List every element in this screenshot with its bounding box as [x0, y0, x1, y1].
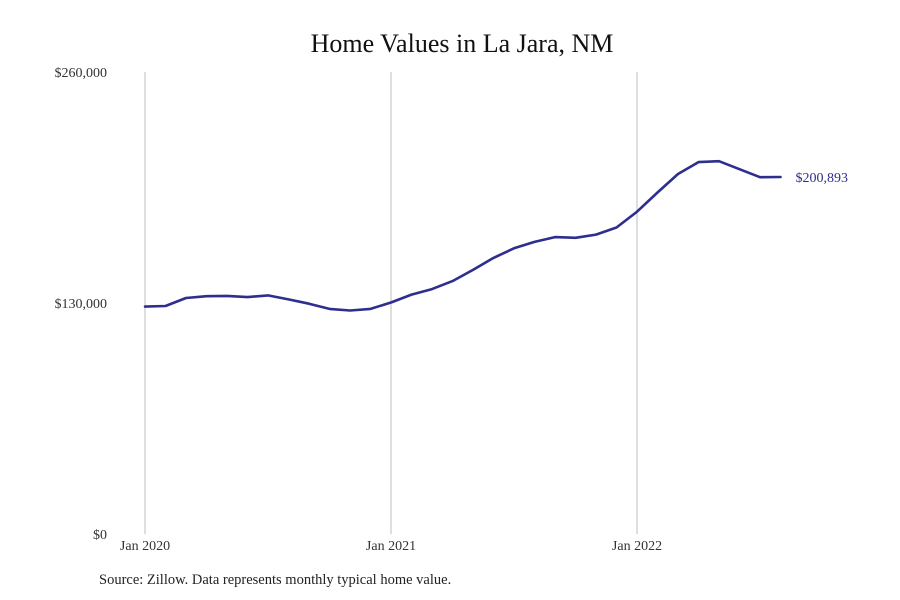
series-line: [143, 159, 782, 312]
x-axis-ticks: Jan 2020 Jan 2021 Jan 2022: [120, 539, 662, 554]
y-axis-ticks: $0 $130,000 $260,000: [55, 66, 108, 543]
y-tick-label: $130,000: [55, 297, 108, 312]
series-layer: $200,893: [143, 159, 849, 312]
y-tick-label: $0: [93, 528, 107, 543]
source-note: Source: Zillow. Data represents monthly …: [99, 572, 452, 588]
chart-title: Home Values in La Jara, NM: [311, 29, 614, 58]
x-tick-label: Jan 2020: [120, 539, 170, 554]
y-tick-label: $260,000: [55, 66, 108, 81]
x-tick-label: Jan 2022: [612, 539, 662, 554]
x-tick-label: Jan 2021: [366, 539, 416, 554]
end-value-label: $200,893: [796, 171, 849, 186]
